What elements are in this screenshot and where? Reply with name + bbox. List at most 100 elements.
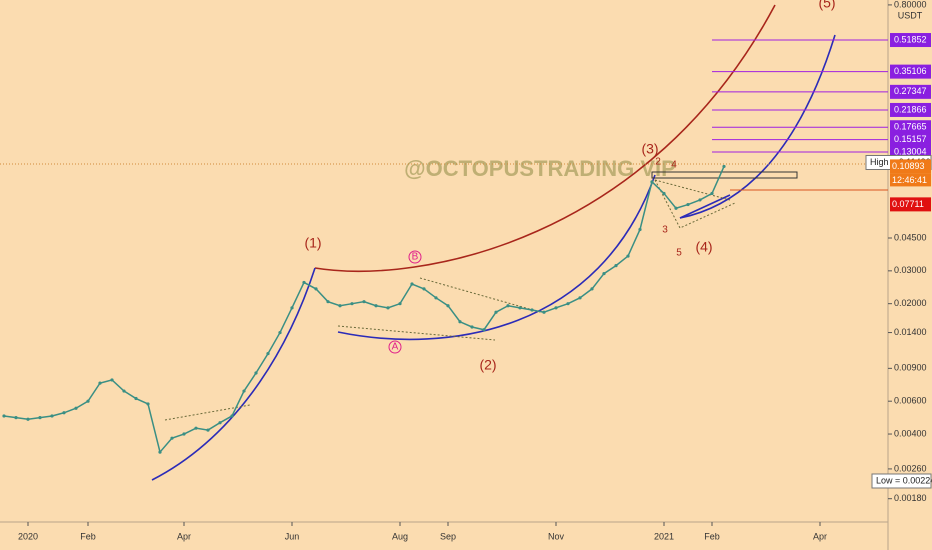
- wave-label: (4): [695, 239, 712, 255]
- price-point: [182, 432, 186, 436]
- price-point: [542, 310, 546, 314]
- level-tag: [890, 120, 931, 135]
- wave-circle: [388, 340, 402, 354]
- price-point: [386, 306, 390, 310]
- x-tick-label: Feb: [704, 531, 720, 541]
- level-tag: [890, 102, 931, 117]
- target-label: 0.07711: [892, 199, 924, 209]
- price-point: [554, 306, 558, 310]
- wave-label: (5): [818, 0, 835, 11]
- y-tick-label: 0.00260: [894, 463, 927, 473]
- level-label: 0.35106: [894, 66, 927, 76]
- price-point: [218, 421, 222, 425]
- price-point: [146, 402, 150, 406]
- x-tick-label: 2020: [18, 531, 38, 541]
- price-point: [338, 304, 342, 308]
- price-point: [206, 428, 210, 432]
- level-label: 0.51852: [894, 34, 927, 44]
- x-tick-label: Nov: [548, 531, 565, 541]
- y-tick-label: 0.02000: [894, 298, 927, 308]
- last-price-label: 0.10893: [892, 161, 925, 171]
- price-point: [698, 198, 702, 202]
- price-point: [194, 426, 198, 430]
- price-point: [398, 302, 402, 306]
- price-point: [674, 206, 678, 210]
- price-point: [530, 308, 534, 312]
- wave-label: 4: [671, 160, 677, 171]
- y-tick-label: 0.00400: [894, 428, 927, 438]
- wave-label: 3: [662, 225, 668, 236]
- drawings: [0, 4, 888, 481]
- y-tick-label: 0.04500: [894, 232, 927, 242]
- price-point: [86, 399, 90, 403]
- level-label: 0.17665: [894, 122, 927, 132]
- price-point: [74, 406, 78, 410]
- price-point: [410, 282, 414, 286]
- price-point: [650, 180, 654, 184]
- level-label: 0.21866: [894, 104, 927, 114]
- level-tag: [890, 64, 931, 79]
- price-point: [254, 371, 258, 375]
- wave-label: B: [412, 252, 419, 263]
- price-point: [638, 227, 642, 232]
- price-point: [662, 191, 666, 196]
- price-point: [98, 381, 102, 385]
- price-point: [230, 414, 234, 418]
- price-point: [350, 302, 354, 306]
- price-point: [326, 300, 330, 304]
- y-tick-label: 0.00900: [894, 363, 927, 373]
- price-point: [266, 351, 270, 356]
- price-point: [362, 300, 366, 304]
- unit-label: USDT: [898, 10, 923, 20]
- price-point: [446, 304, 450, 308]
- y-tick-label: 0.00600: [894, 396, 927, 406]
- price-point: [422, 287, 426, 291]
- high-box: [651, 171, 798, 179]
- x-tick-label: Sep: [440, 531, 456, 541]
- target-tag: [890, 197, 931, 212]
- price-point: [158, 450, 162, 454]
- low-label: Low = 0.00224: [876, 475, 932, 485]
- price-point: [482, 328, 486, 332]
- wave-label: (3): [641, 141, 658, 157]
- price-point: [26, 417, 30, 421]
- red-arc: [314, 4, 776, 273]
- price-point: [686, 202, 690, 207]
- price-point: [14, 415, 18, 420]
- price-point: [494, 310, 498, 314]
- price-point: [518, 306, 522, 310]
- level-tag: [890, 84, 931, 99]
- price-point: [458, 320, 462, 324]
- price-point: [122, 389, 126, 393]
- price-point: [722, 164, 726, 169]
- wave-label: (1): [304, 235, 321, 251]
- price-point: [506, 304, 510, 308]
- price-point: [590, 287, 594, 291]
- price-point: [578, 296, 582, 300]
- level-label: 0.27347: [894, 86, 927, 96]
- watermark: @OCTOPUSTRADING VIP: [404, 156, 676, 181]
- wave-label: 2: [655, 157, 661, 168]
- price-point: [62, 411, 66, 415]
- x-tick-label: Apr: [177, 531, 191, 541]
- price-point: [314, 287, 318, 291]
- price-point: [374, 304, 378, 308]
- price-point: [710, 191, 714, 196]
- x-tick-label: Aug: [392, 531, 408, 541]
- price-point: [242, 389, 246, 393]
- wave-circle: [408, 250, 422, 264]
- price-point: [170, 436, 174, 440]
- y-tick-label: 0.80000: [894, 0, 927, 9]
- price-point: [302, 280, 306, 285]
- countdown-tag: [890, 173, 931, 187]
- y-tick-label: 0.01400: [894, 327, 927, 337]
- price-point: [470, 325, 474, 329]
- price-point: [38, 415, 42, 420]
- level-tag: [890, 33, 931, 48]
- y-tick-label: 0.03000: [894, 265, 927, 275]
- level-tag: [890, 132, 931, 147]
- x-tick-label: Apr: [813, 531, 827, 541]
- price-point: [602, 271, 606, 276]
